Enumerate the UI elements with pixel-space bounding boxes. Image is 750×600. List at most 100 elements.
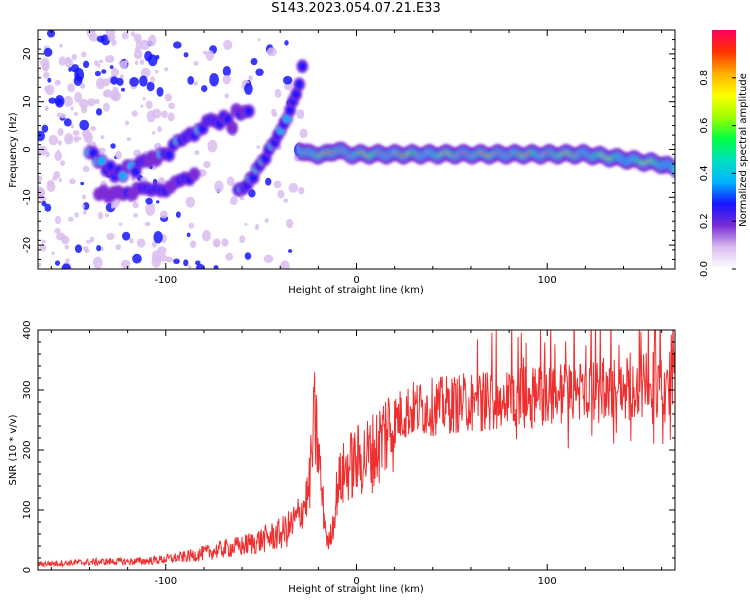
- spectrogram-speckle: [133, 213, 139, 218]
- spectrogram-speckle: [86, 98, 96, 107]
- spectrogram-speckle: [213, 240, 219, 247]
- spectrogram-speckle: [79, 98, 89, 109]
- snr-x-tick-label: 0: [353, 576, 359, 587]
- spectrogram-speckle: [156, 87, 164, 97]
- spectrogram-speckle: [189, 240, 197, 248]
- spectrogram-speckle: [115, 150, 123, 160]
- spectrogram-speckle: [209, 73, 219, 87]
- spectrogram-speckle: [280, 260, 290, 269]
- spectrogram-speckle: [257, 38, 261, 42]
- spectrogram-speckle: [155, 200, 160, 204]
- spectrogram-speckle: [124, 120, 130, 126]
- spectrogram-speckle: [283, 198, 289, 203]
- spectrogram-speckle: [38, 187, 46, 197]
- spectrogram-speckle: [70, 124, 74, 129]
- upper-branch-blob: [131, 167, 140, 177]
- spectrogram-speckle: [95, 77, 105, 90]
- upper-branch-blob: [98, 156, 107, 166]
- colorbar-tick-label: 0.8: [699, 70, 710, 86]
- spectrogram-speckle: [159, 210, 168, 219]
- spectrogram-y-tick-label: 0: [22, 146, 33, 152]
- spectrogram-heatmap: [38, 30, 675, 269]
- spectrogram-speckle: [44, 85, 52, 93]
- spectrogram-speckle: [110, 76, 119, 85]
- spectrogram-speckle: [154, 69, 159, 74]
- spectrogram-speckle: [43, 71, 50, 79]
- spectrogram-speckle: [51, 251, 55, 256]
- upper-branch-blob: [165, 150, 174, 160]
- spectrogram-speckle: [119, 74, 124, 79]
- spectrogram-speckle: [282, 75, 293, 85]
- spectrogram-speckle: [173, 258, 180, 264]
- spectrogram-speckle: [61, 263, 71, 269]
- spectrogram-speckle: [226, 176, 235, 186]
- spectrogram-speckle: [118, 222, 123, 226]
- spectrogram-speckle: [82, 202, 90, 211]
- spectrogram-speckle: [41, 124, 49, 133]
- ridge-mid: [672, 166, 675, 173]
- spectrogram-speckle: [57, 140, 62, 146]
- snr-x-tick-label: 100: [538, 576, 557, 587]
- snr-y-tick-label: 400: [22, 320, 33, 339]
- spectrogram-speckle: [54, 151, 63, 161]
- steep-branch-blob: [298, 61, 307, 71]
- spectrogram-y-tick-label: -10: [22, 189, 33, 205]
- spectrogram-speckle: [194, 150, 200, 156]
- spectrogram-speckle: [89, 236, 95, 243]
- spectrogram-speckle: [40, 57, 50, 69]
- spectrogram-speckle: [82, 209, 87, 215]
- spectrogram-speckle: [51, 176, 58, 181]
- spectrogram-speckle: [284, 40, 289, 46]
- spectrogram-speckle: [195, 263, 205, 269]
- colorbar-gradient: [712, 30, 736, 269]
- spectrogram-speckle: [277, 189, 285, 199]
- spectrogram-x-tick-label: 0: [353, 275, 359, 286]
- spectrogram-speckle: [77, 136, 82, 141]
- snr-y-tick-label: 100: [22, 500, 33, 519]
- spectrogram-speckle: [47, 179, 55, 187]
- colorbar-tick-label: 0.2: [699, 213, 710, 229]
- spectrogram-speckle: [207, 139, 218, 153]
- spectrogram-speckle: [224, 93, 229, 99]
- spectrogram-speckle: [47, 77, 52, 83]
- spectrogram-speckle: [44, 105, 49, 112]
- spectrogram-speckle: [81, 51, 87, 58]
- spectrogram-speckle: [193, 81, 199, 86]
- spectrogram-speckle: [122, 231, 131, 241]
- spectrogram-speckle: [256, 145, 261, 149]
- snr-axes: -100 0 100 0 100 200 300 400: [22, 320, 675, 587]
- upper-branch-blob: [228, 123, 237, 133]
- spectrogram-speckle: [183, 52, 189, 58]
- spectrogram-speckle: [193, 61, 199, 66]
- spectrogram-speckle: [60, 160, 66, 167]
- spectrogram-speckle: [239, 196, 244, 201]
- spectrogram-speckle: [67, 216, 74, 222]
- spectrogram-speckle: [222, 66, 231, 77]
- colorbar-label: Normalized spectral amplitude: [738, 73, 749, 227]
- spectrogram-speckle: [119, 60, 128, 70]
- snr-y-tick-label: 0: [22, 567, 33, 573]
- spectrogram-speckle: [82, 194, 86, 200]
- spectrogram-speckle: [202, 229, 212, 242]
- spectrogram-speckle: [82, 165, 90, 173]
- spectrogram-speckle: [73, 111, 79, 116]
- spectrogram-speckle: [264, 218, 269, 223]
- spectrogram-speckle: [80, 83, 86, 89]
- spectrogram-speckle: [172, 41, 182, 49]
- spectrogram-speckle: [187, 265, 192, 269]
- spectrogram-speckle: [229, 196, 238, 206]
- snr-y-tick-label: 200: [22, 440, 33, 459]
- spectrogram-speckle: [101, 69, 107, 74]
- spectrogram-speckle: [139, 75, 148, 87]
- spectrogram-speckle: [39, 243, 47, 252]
- spectrogram-speckle: [63, 118, 72, 127]
- spectrogram-speckle: [142, 96, 146, 101]
- spectrogram-x-tick-label: -100: [154, 275, 177, 286]
- spectrogram-speckle: [67, 136, 72, 142]
- spectrogram-speckle: [225, 252, 234, 261]
- spectrogram-speckle: [168, 102, 175, 110]
- spectrogram-speckle: [110, 143, 116, 149]
- colorbar: 0.0 0.2 0.4 0.6 0.8 Normalized spectral ampl…: [699, 30, 749, 277]
- spectrogram-speckle: [106, 232, 115, 241]
